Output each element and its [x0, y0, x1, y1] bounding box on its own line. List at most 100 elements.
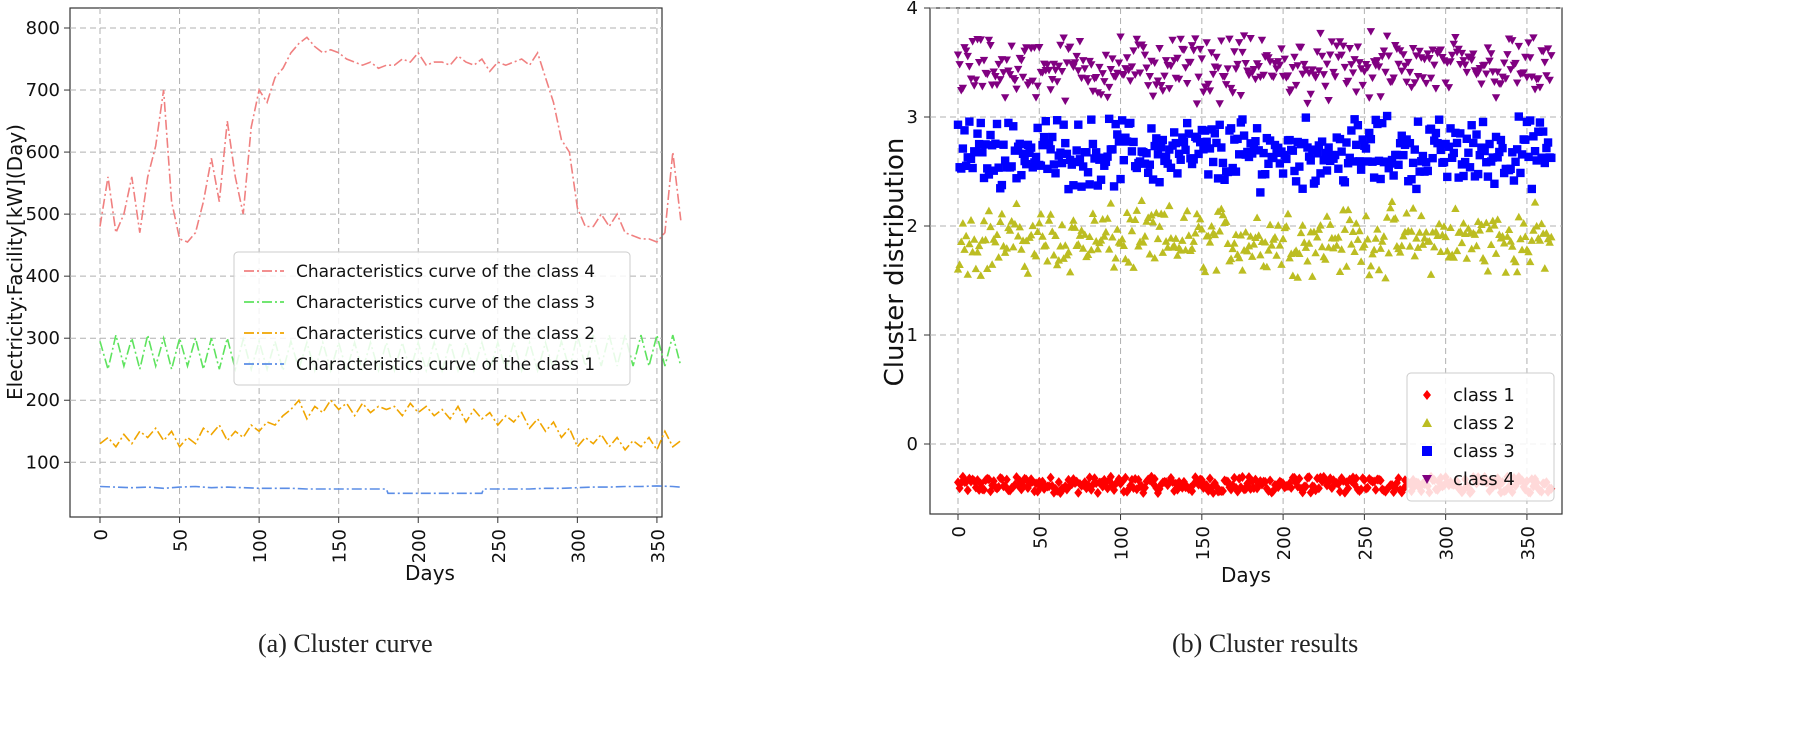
data-point-class-4 [1275, 61, 1285, 70]
data-point-class-2 [1077, 226, 1086, 234]
data-point-class-3 [1317, 137, 1327, 146]
data-point-class-2 [1449, 253, 1458, 261]
data-point-class-3 [997, 180, 1007, 190]
data-point-class-2 [1207, 221, 1216, 230]
data-point-class-4 [1207, 49, 1216, 57]
data-point-class-4 [1293, 62, 1302, 70]
data-point-class-4 [965, 63, 974, 71]
data-point-class-3 [1129, 137, 1138, 147]
data-point-class-3 [1259, 148, 1268, 158]
data-point-class-2 [1355, 226, 1364, 235]
data-point-class-2 [1486, 240, 1496, 249]
data-point-class-4 [1239, 32, 1249, 40]
data-point-class-1 [1360, 474, 1369, 485]
data-point-class-3 [1113, 130, 1122, 139]
data-point-class-4 [1381, 68, 1390, 77]
y-tick-label-b: 0 [907, 434, 918, 455]
data-point-class-3 [1511, 157, 1520, 167]
data-point-class-3 [1524, 152, 1533, 162]
data-point-class-4 [1139, 44, 1148, 52]
data-point-class-2 [1475, 226, 1484, 234]
data-point-class-2 [1387, 197, 1397, 205]
data-point-class-4 [1482, 70, 1491, 79]
x-tick-label-b: 150 [1193, 526, 1214, 560]
data-point-class-2 [1308, 272, 1317, 280]
data-point-class-2 [1373, 225, 1382, 233]
data-point-class-3 [1082, 148, 1091, 157]
data-point-class-2 [1529, 226, 1538, 234]
data-point-class-3 [1065, 155, 1075, 165]
data-point-class-3 [1166, 163, 1176, 172]
data-point-class-2 [1348, 227, 1358, 235]
data-point-class-4 [1343, 77, 1353, 86]
y-axis-label-a: Electricity:Facility[kW](Day) [3, 124, 27, 400]
panel-a-cluster-curve: 0 50 100 150 200 250 300 350 100 200 300 400 500 600 7… [3, 7, 682, 585]
data-point-class-3 [1143, 168, 1153, 178]
data-point-class-3 [1512, 145, 1522, 154]
x-axis-label-b: Days [1221, 563, 1271, 587]
data-point-class-2 [1222, 217, 1231, 225]
data-point-class-3 [994, 163, 1003, 172]
data-point-class-3 [992, 119, 1002, 129]
data-point-class-3 [1353, 120, 1363, 130]
data-point-class-2 [1360, 240, 1369, 248]
data-point-class-4 [1179, 46, 1189, 55]
data-point-class-2 [1369, 245, 1379, 254]
data-point-class-2 [1261, 237, 1270, 246]
data-point-class-4 [1233, 60, 1242, 69]
data-point-class-4 [1176, 35, 1185, 44]
data-point-class-4 [1462, 68, 1471, 77]
data-point-class-3 [1529, 132, 1538, 141]
y-axis-label-b: Cluster distribution [880, 138, 910, 387]
legend-marker-b [1422, 475, 1432, 484]
data-point-class-4 [1158, 87, 1168, 95]
y-tick-label-a: 500 [26, 204, 60, 225]
data-point-class-4 [979, 56, 989, 65]
data-point-class-2 [1324, 243, 1333, 251]
data-point-class-3 [1265, 136, 1275, 145]
data-point-class-4 [1444, 84, 1454, 92]
data-point-class-4 [1506, 66, 1515, 74]
data-point-class-3 [1378, 118, 1387, 128]
data-point-class-2 [1124, 258, 1133, 266]
data-point-class-2 [1443, 246, 1452, 255]
data-point-class-4 [1059, 34, 1068, 43]
legend-label-b: class 1 [1453, 385, 1515, 406]
data-point-class-4 [1366, 28, 1376, 36]
x-tick-label-a: 200 [409, 529, 430, 563]
data-point-class-4 [1013, 65, 1023, 74]
data-point-class-3 [1261, 169, 1270, 179]
data-point-class-4 [1404, 58, 1413, 67]
data-point-class-3 [1182, 118, 1192, 128]
data-point-class-4 [1402, 78, 1411, 87]
x-tick-label-b: 250 [1355, 526, 1376, 560]
data-point-class-3 [1418, 151, 1428, 161]
data-point-class-2 [1397, 241, 1406, 250]
data-point-class-2 [1530, 198, 1540, 206]
data-point-class-4 [1436, 46, 1445, 54]
data-point-class-2 [1043, 256, 1052, 265]
data-point-class-3 [1142, 149, 1151, 158]
data-point-class-4 [1199, 88, 1208, 97]
data-point-class-1 [1394, 473, 1403, 484]
data-point-class-4 [1173, 54, 1182, 63]
data-point-class-2 [1069, 216, 1078, 224]
data-point-class-2 [1391, 213, 1400, 222]
data-point-class-4 [1322, 60, 1332, 69]
data-point-class-4 [1529, 34, 1538, 42]
data-point-class-3 [1423, 166, 1432, 176]
data-point-class-4 [1321, 82, 1330, 91]
data-point-class-2 [979, 216, 989, 225]
data-point-class-3 [1413, 117, 1423, 126]
data-point-class-3 [989, 166, 998, 175]
data-point-class-2 [1356, 257, 1366, 265]
data-point-class-2 [965, 239, 974, 248]
data-point-class-2 [1462, 254, 1471, 262]
data-point-class-2 [1490, 221, 1499, 229]
y-tick-label-b: 4 [907, 0, 918, 19]
x-tick-label-b: 350 [1518, 526, 1539, 560]
data-point-class-4 [1259, 71, 1268, 80]
data-point-class-4 [1298, 70, 1307, 79]
data-point-class-3 [1004, 118, 1013, 128]
data-point-class-3 [1243, 147, 1252, 157]
